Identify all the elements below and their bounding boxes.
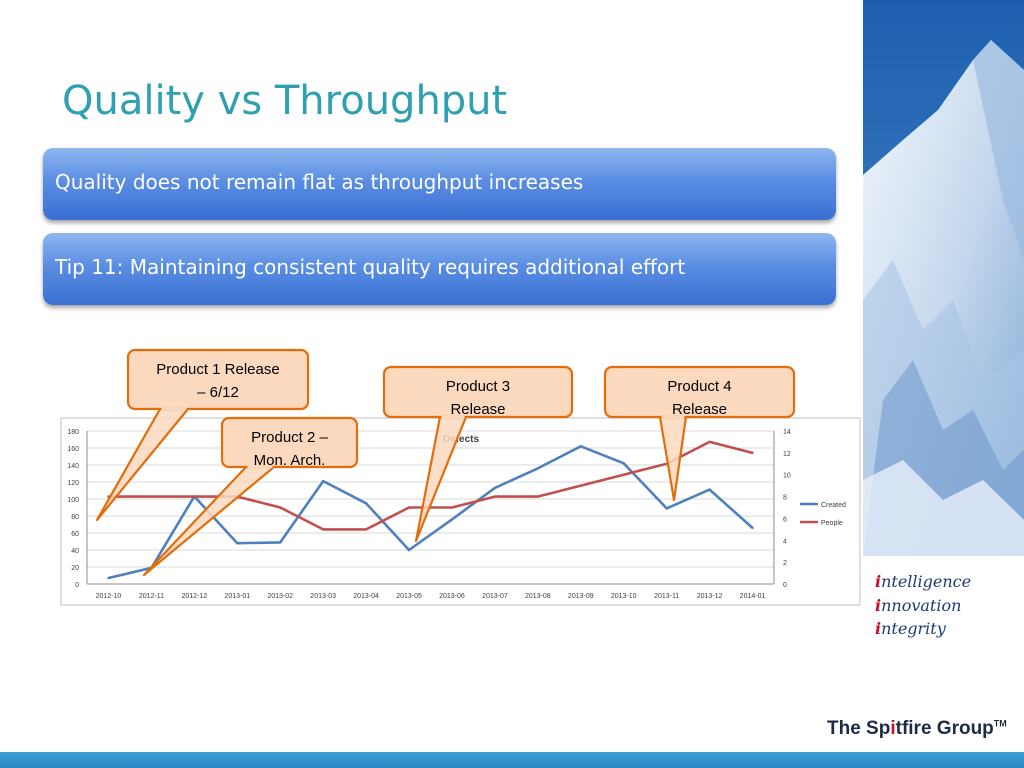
y-left-tick-label: 100 [67, 497, 79, 504]
x-tick-label: 2014-01 [740, 593, 766, 600]
y-right-tick-label: 0 [783, 582, 787, 589]
data-point-people [450, 506, 454, 509]
data-point-created [107, 576, 110, 580]
x-tick-label: 2012-11 [139, 593, 164, 600]
callout-text-p3: Product 3 [446, 378, 510, 395]
banner-quality: Quality does not remain flat as throughp… [43, 148, 836, 220]
data-point-people [364, 528, 368, 531]
y-right-tick-label: 10 [783, 473, 791, 480]
tagline: intelligence innovation integrity [875, 570, 971, 641]
callout-text-p1: – 6/12 [197, 384, 239, 401]
data-point-people [622, 473, 625, 476]
callout-box-p4 [603, 365, 796, 419]
y-right-tick-label: 12 [783, 451, 791, 458]
data-point-people [407, 506, 411, 509]
y-right-tick-label: 8 [783, 495, 787, 502]
x-tick-label: 2012-12 [181, 593, 207, 600]
data-point-created [536, 467, 540, 470]
data-point-created [579, 445, 582, 448]
tagline-innovation: innovation [875, 595, 962, 615]
x-tick-label: 2013-03 [310, 593, 336, 600]
data-point-created [236, 542, 239, 545]
data-point-people [193, 495, 196, 498]
data-point-created [450, 518, 454, 521]
x-tick-label: 2013-08 [525, 593, 551, 600]
chart-title: Defects [443, 434, 480, 445]
mountain-image [863, 0, 1024, 556]
y-left-tick-label: 140 [67, 463, 79, 470]
data-point-created [364, 502, 368, 505]
x-tick-label: 2013-07 [482, 593, 508, 600]
data-point-created [279, 541, 282, 544]
x-tick-label: 2013-01 [224, 593, 250, 600]
x-tick-label: 2013-06 [439, 593, 465, 600]
data-point-people [579, 484, 582, 487]
tagline-integrity: integrity [875, 619, 946, 638]
legend-label-created: Created [821, 502, 846, 509]
callout-box-p3 [382, 365, 574, 419]
y-left-tick-label: 20 [71, 565, 79, 572]
bottom-bar [0, 752, 1024, 768]
callout-text-p4: Release [672, 401, 727, 418]
data-point-created [708, 488, 711, 491]
y-left-tick-label: 60 [71, 531, 79, 538]
x-tick-label: 2013-02 [267, 593, 293, 600]
x-tick-label: 2013-10 [611, 593, 637, 600]
data-point-created [493, 486, 497, 490]
x-tick-label: 2012-10 [96, 593, 122, 600]
callout-text-p4: Product 4 [667, 378, 731, 395]
data-point-people [150, 495, 153, 498]
y-right-tick-label: 4 [783, 538, 787, 545]
callout-box-p2 [220, 416, 359, 469]
company-logo: The Spitfire GroupTM [827, 718, 1007, 739]
y-left-tick-label: 180 [67, 429, 79, 436]
chart-frame [60, 417, 861, 606]
data-point-created [407, 548, 411, 552]
callouts-group: Product 1 Release – 6/12 Product 2 – Mon. A… [95, 348, 796, 577]
data-point-people [751, 451, 754, 455]
data-point-created [622, 462, 625, 465]
x-tick-label: 2013-09 [568, 593, 594, 600]
y-left-tick-label: 0 [75, 582, 79, 589]
x-tick-label: 2013-12 [697, 593, 723, 600]
y-left-tick-label: 160 [67, 446, 79, 453]
x-tick-label: 2013-11 [654, 593, 679, 600]
callout-box-p1 [126, 348, 310, 411]
y-right-tick-label: 6 [783, 516, 787, 523]
y-right-tick-label: 14 [783, 429, 791, 436]
series-line-created [108, 444, 754, 580]
data-point-people [321, 528, 325, 531]
data-point-created [751, 526, 754, 530]
x-tick-label: 2013-04 [353, 593, 379, 600]
callout-text-p3: Release [450, 401, 505, 418]
callout-text-p2: Mon. Arch. [254, 452, 326, 469]
data-point-people [708, 440, 711, 444]
y-right-tick-label: 2 [783, 560, 787, 567]
slide-title: Quality vs Throughput [62, 78, 508, 124]
data-point-people [493, 495, 497, 498]
banner-tip: Tip 11: Maintaining consistent quality r… [43, 233, 836, 305]
y-left-tick-label: 40 [71, 548, 79, 555]
data-point-created [665, 507, 668, 510]
data-point-created [321, 479, 325, 483]
data-point-people [279, 506, 282, 509]
tagline-intelligence: intelligence [875, 572, 972, 591]
y-left-tick-label: 80 [71, 514, 79, 521]
legend-label-people: People [821, 520, 843, 527]
data-point-people [536, 495, 540, 498]
x-tick-label: 2013-05 [396, 593, 422, 600]
callout-text-p2: Product 2 – [251, 429, 328, 446]
y-left-tick-label: 120 [67, 480, 79, 487]
chart-group: 0 20 40 60 80 100 120 140 160 180 0 2 4 6 8 10 12 14 2012-… [60, 417, 861, 606]
callout-text-p1: Product 1 Release [156, 361, 279, 378]
